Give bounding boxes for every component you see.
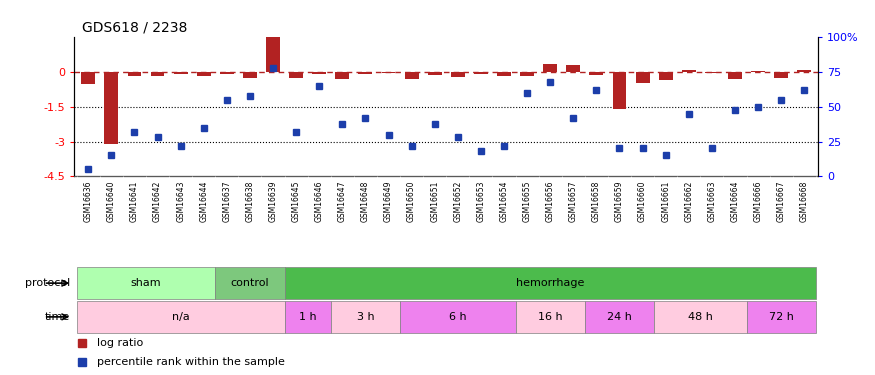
Text: log ratio: log ratio: [97, 338, 143, 348]
Text: GSM16649: GSM16649: [384, 181, 393, 222]
Text: GSM16655: GSM16655: [522, 181, 532, 222]
Text: GSM16667: GSM16667: [777, 181, 786, 222]
Text: GSM16648: GSM16648: [360, 181, 370, 222]
Bar: [400, 301, 515, 333]
Bar: [220, 72, 234, 74]
Bar: [654, 301, 746, 333]
Text: 16 h: 16 h: [538, 312, 563, 322]
Bar: [497, 72, 511, 76]
Text: sham: sham: [130, 278, 161, 288]
Bar: [197, 72, 211, 76]
Text: 72 h: 72 h: [769, 312, 794, 322]
Text: GSM16650: GSM16650: [407, 181, 416, 222]
Bar: [128, 72, 142, 76]
Text: GSM16640: GSM16640: [107, 181, 116, 222]
Text: GSM16637: GSM16637: [222, 181, 231, 222]
Bar: [451, 72, 465, 77]
Bar: [335, 72, 349, 79]
Bar: [520, 72, 534, 76]
Bar: [635, 72, 649, 82]
Text: control: control: [231, 278, 270, 288]
Text: GSM16662: GSM16662: [684, 181, 693, 222]
Text: GSM16658: GSM16658: [592, 181, 601, 222]
Text: hemorrhage: hemorrhage: [516, 278, 584, 288]
Text: GSM16636: GSM16636: [84, 181, 93, 222]
Bar: [77, 301, 284, 333]
Text: GSM16668: GSM16668: [800, 181, 808, 222]
Bar: [331, 301, 400, 333]
Text: GSM16647: GSM16647: [338, 181, 346, 222]
Text: n/a: n/a: [172, 312, 190, 322]
Text: GSM16664: GSM16664: [731, 181, 739, 222]
Bar: [150, 72, 164, 76]
Text: 1 h: 1 h: [299, 312, 317, 322]
Text: GSM16641: GSM16641: [130, 181, 139, 222]
Bar: [284, 301, 331, 333]
Text: GSM16657: GSM16657: [569, 181, 578, 222]
Bar: [543, 64, 557, 72]
Text: GSM16666: GSM16666: [753, 181, 763, 222]
Text: GSM16645: GSM16645: [291, 181, 301, 222]
Bar: [215, 267, 284, 299]
Bar: [584, 301, 654, 333]
Bar: [266, 38, 280, 72]
Bar: [659, 72, 673, 80]
Text: 24 h: 24 h: [607, 312, 632, 322]
Bar: [590, 72, 604, 75]
Text: percentile rank within the sample: percentile rank within the sample: [97, 357, 284, 367]
Text: GSM16639: GSM16639: [269, 181, 277, 222]
Text: GSM16652: GSM16652: [453, 181, 462, 222]
Bar: [359, 72, 373, 74]
Bar: [474, 72, 488, 74]
Bar: [797, 70, 811, 72]
Bar: [746, 301, 816, 333]
Text: GSM16654: GSM16654: [500, 181, 508, 222]
Bar: [428, 72, 442, 75]
Bar: [312, 72, 326, 74]
Text: 3 h: 3 h: [357, 312, 374, 322]
Bar: [515, 301, 584, 333]
Bar: [243, 72, 257, 78]
Bar: [705, 72, 718, 73]
Bar: [382, 72, 396, 73]
Text: GSM16638: GSM16638: [245, 181, 255, 222]
Text: GSM16656: GSM16656: [546, 181, 555, 222]
Text: GSM16643: GSM16643: [176, 181, 185, 222]
Text: GSM16661: GSM16661: [662, 181, 670, 222]
Bar: [612, 72, 626, 109]
Bar: [404, 72, 418, 79]
Bar: [174, 72, 187, 75]
Bar: [77, 267, 215, 299]
Text: time: time: [45, 312, 70, 322]
Bar: [289, 72, 303, 78]
Bar: [728, 72, 742, 79]
Text: GDS618 / 2238: GDS618 / 2238: [82, 21, 187, 35]
Text: GSM16651: GSM16651: [430, 181, 439, 222]
Bar: [566, 65, 580, 72]
Text: GSM16644: GSM16644: [200, 181, 208, 222]
Bar: [104, 72, 118, 144]
Bar: [774, 72, 788, 78]
Text: GSM16646: GSM16646: [315, 181, 324, 222]
Text: protocol: protocol: [24, 278, 70, 288]
Text: 6 h: 6 h: [449, 312, 466, 322]
Bar: [751, 71, 765, 72]
Bar: [284, 267, 816, 299]
Text: GSM16660: GSM16660: [638, 181, 648, 222]
Text: GSM16653: GSM16653: [476, 181, 486, 222]
Text: GSM16659: GSM16659: [615, 181, 624, 222]
Bar: [682, 70, 696, 72]
Text: 48 h: 48 h: [688, 312, 713, 322]
Bar: [81, 72, 95, 84]
Text: GSM16663: GSM16663: [707, 181, 717, 222]
Text: GSM16642: GSM16642: [153, 181, 162, 222]
